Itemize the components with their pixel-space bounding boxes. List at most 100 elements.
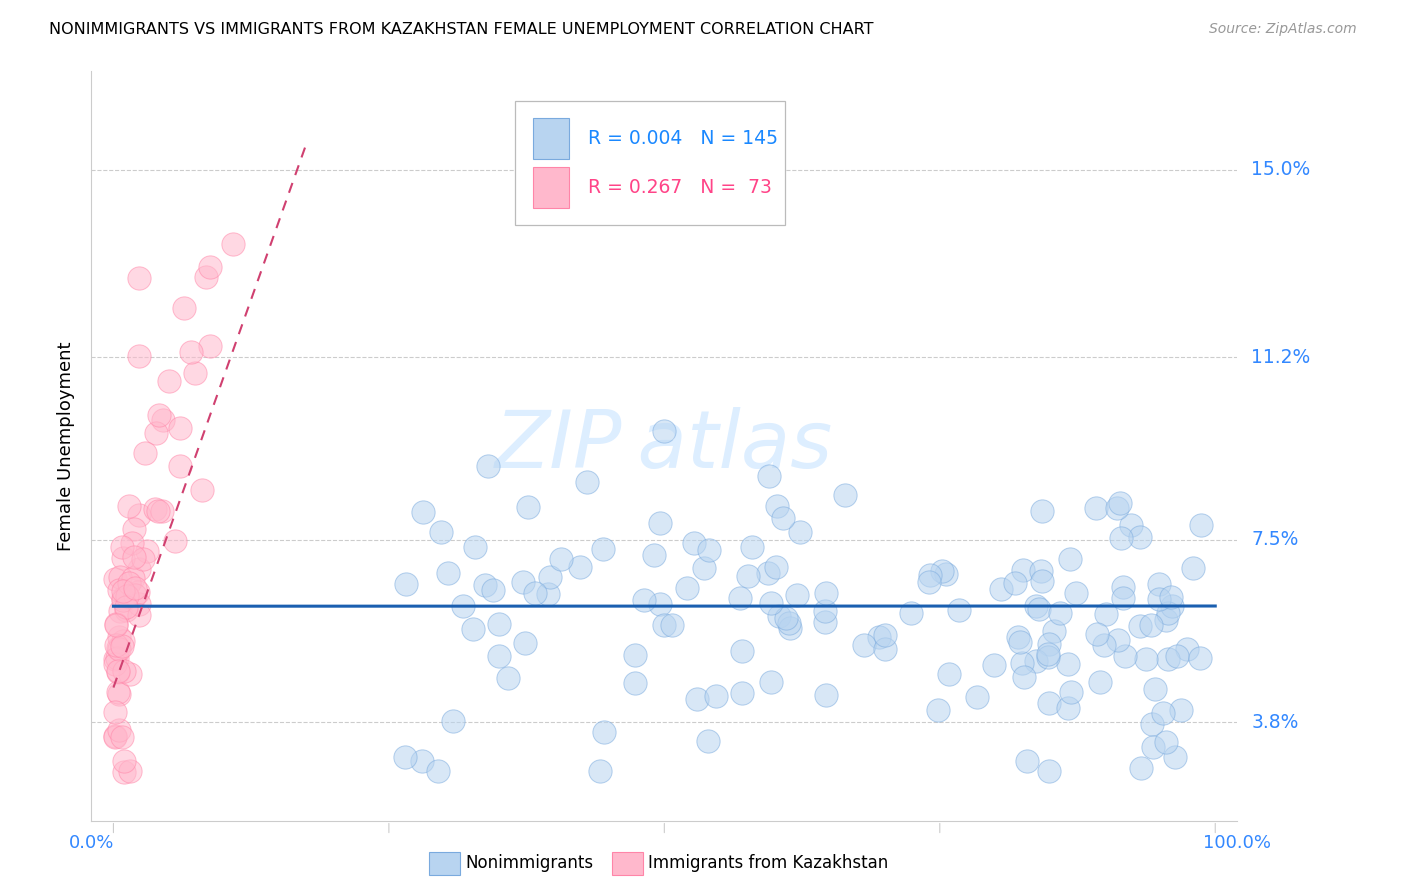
Point: [111, 591, 134, 605]
Point: [1189, 517, 1212, 532]
Point: [900, 607, 922, 621]
Point: [537, 586, 560, 600]
Point: [814, 615, 837, 629]
Point: [184, 366, 207, 380]
Text: R = 0.267   N =  73: R = 0.267 N = 73: [588, 178, 772, 197]
Point: [437, 566, 460, 581]
Point: [169, 458, 191, 473]
Y-axis label: Female Unemployment: Female Unemployment: [56, 342, 75, 550]
Text: 11.2%: 11.2%: [1251, 348, 1310, 367]
Point: [1109, 531, 1132, 545]
Point: [1004, 575, 1026, 590]
Text: ZIP atlas: ZIP atlas: [495, 407, 834, 485]
Point: [477, 458, 499, 473]
Point: [112, 551, 135, 566]
Point: [111, 540, 134, 554]
Point: [683, 536, 706, 550]
Point: [759, 675, 782, 690]
Point: [766, 499, 789, 513]
Point: [488, 617, 510, 632]
Point: [145, 426, 167, 441]
Point: [1038, 696, 1060, 710]
Point: [538, 570, 561, 584]
Point: [661, 618, 683, 632]
Point: [756, 566, 779, 580]
Point: [775, 611, 797, 625]
Point: [1012, 563, 1035, 577]
Point: [873, 641, 896, 656]
Point: [935, 567, 957, 582]
Point: [1028, 602, 1050, 616]
Point: [105, 616, 128, 631]
Point: [768, 608, 790, 623]
Point: [650, 516, 672, 530]
Point: [1007, 630, 1029, 644]
Text: 100.0%: 100.0%: [1204, 834, 1271, 853]
Point: [1160, 590, 1182, 604]
Point: [128, 608, 150, 623]
Point: [1095, 607, 1118, 621]
Point: [128, 597, 150, 611]
Point: [143, 502, 166, 516]
Point: [1012, 670, 1035, 684]
Point: [686, 692, 709, 706]
Point: [697, 542, 720, 557]
Point: [786, 588, 808, 602]
Point: [1129, 531, 1152, 545]
Point: [451, 599, 474, 613]
Point: [107, 665, 129, 680]
Point: [180, 344, 202, 359]
Point: [112, 665, 135, 679]
Point: [111, 730, 134, 744]
Point: [165, 534, 187, 549]
Point: [1135, 652, 1157, 666]
Point: [122, 523, 145, 537]
Point: [108, 604, 131, 618]
Point: [1088, 674, 1111, 689]
Point: [516, 500, 538, 515]
Point: [496, 671, 519, 685]
Point: [1064, 585, 1087, 599]
Point: [1112, 580, 1135, 594]
Point: [104, 618, 127, 632]
Point: [938, 667, 960, 681]
Point: [111, 639, 134, 653]
Point: [394, 749, 416, 764]
Point: [1166, 649, 1188, 664]
Point: [1164, 750, 1187, 764]
Point: [1170, 703, 1192, 717]
Point: [1140, 617, 1163, 632]
Point: [148, 408, 170, 422]
Point: [107, 582, 129, 597]
Point: [118, 764, 141, 779]
Point: [789, 524, 811, 539]
Point: [114, 600, 136, 615]
Point: [633, 593, 655, 607]
Point: [1154, 735, 1177, 749]
Point: [1043, 624, 1066, 639]
Point: [524, 586, 547, 600]
Point: [441, 714, 464, 728]
Point: [132, 551, 155, 566]
Point: [108, 723, 131, 737]
Point: [983, 657, 1005, 672]
Point: [104, 638, 127, 652]
Point: [1031, 504, 1053, 518]
Text: 7.5%: 7.5%: [1251, 530, 1299, 549]
Point: [115, 603, 138, 617]
Point: [814, 688, 837, 702]
Point: [482, 582, 505, 597]
Point: [198, 260, 221, 274]
Point: [990, 582, 1012, 596]
Point: [868, 630, 890, 644]
Point: [115, 590, 138, 604]
Point: [1085, 626, 1108, 640]
Point: [550, 551, 572, 566]
Point: [107, 665, 129, 679]
Point: [122, 550, 145, 565]
Point: [512, 574, 534, 589]
Point: [150, 503, 173, 517]
Text: Nonimmigrants: Nonimmigrants: [465, 855, 593, 872]
Point: [120, 667, 142, 681]
Point: [592, 541, 614, 556]
